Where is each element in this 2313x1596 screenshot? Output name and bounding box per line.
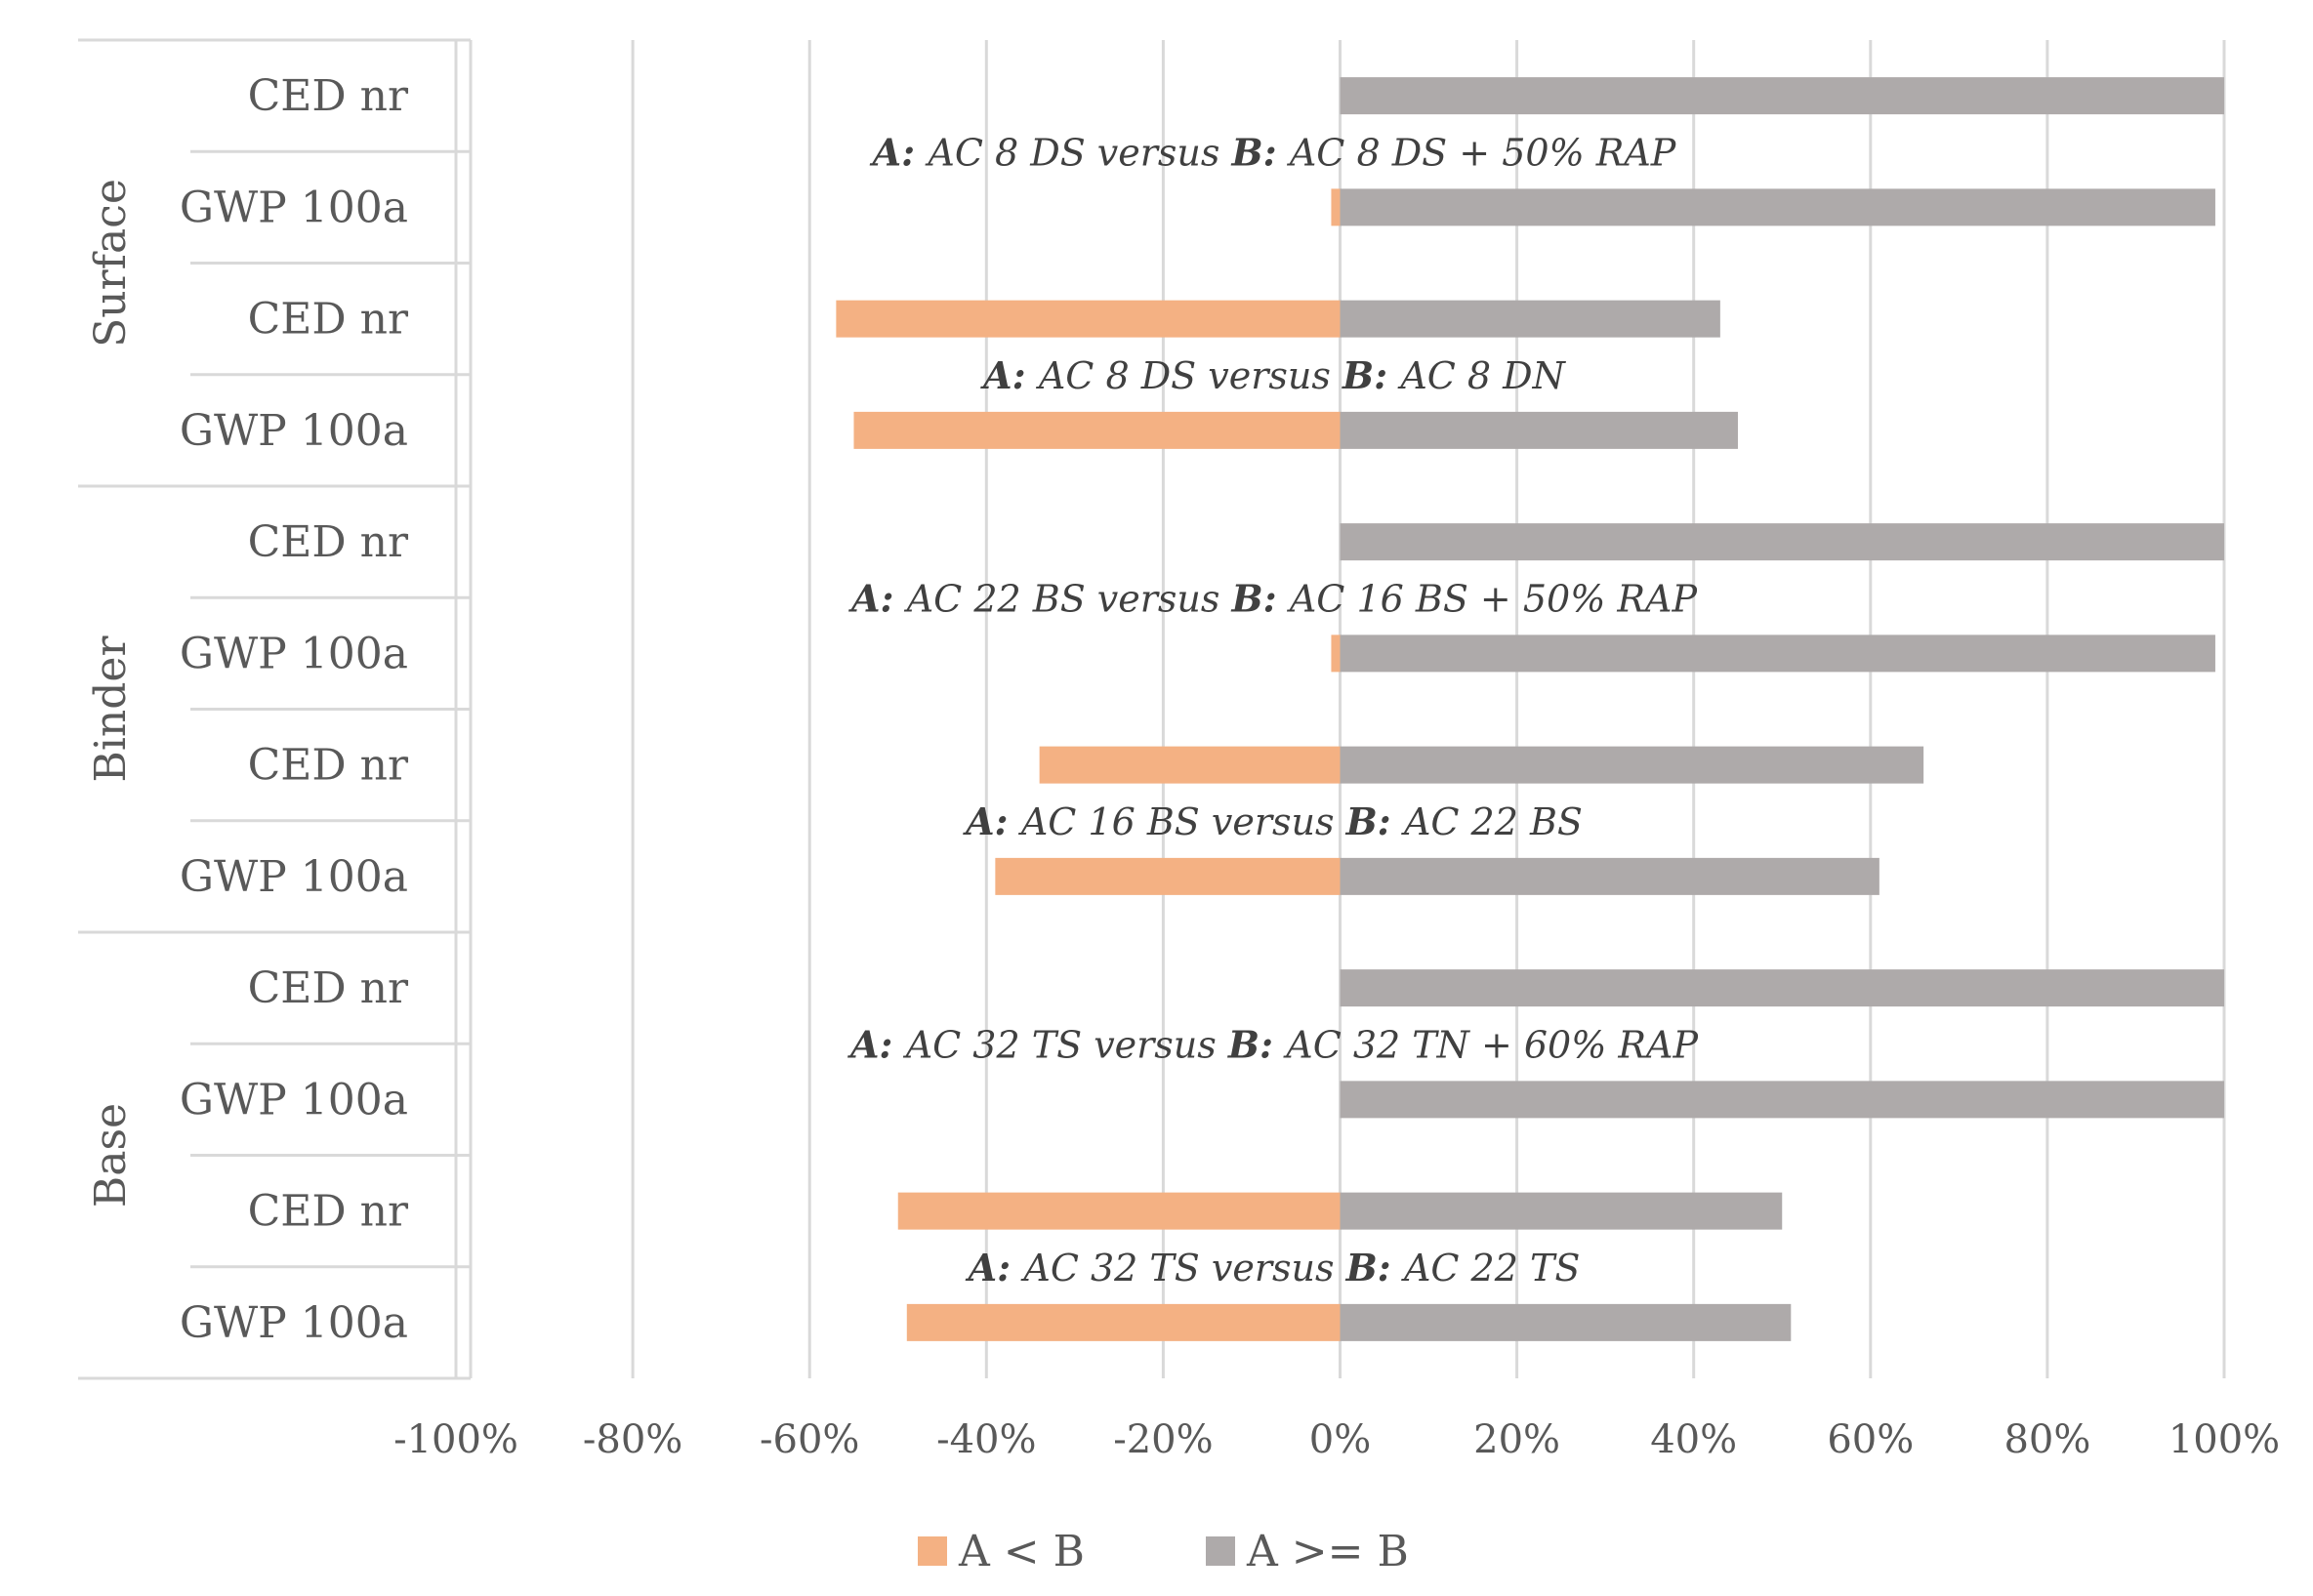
x-tick-label: -40% [936, 1417, 1036, 1462]
legend-label: A >= B [1246, 1527, 1409, 1576]
category-label: GWP 100a [180, 1298, 408, 1348]
x-tick-label: -80% [583, 1417, 682, 1462]
comparison-annotation: A: AC 32 TS versus B: AC 22 TS [966, 1246, 1581, 1289]
category-label: GWP 100a [180, 183, 408, 232]
comparison-annotation: A: AC 22 BS versus B: AC 16 BS + 50% RAP [848, 576, 1698, 620]
legend-swatch [1206, 1536, 1235, 1566]
category-label: CED nr [248, 517, 409, 567]
bar-a-less-b [836, 300, 1341, 338]
bar-a-less-b [897, 1192, 1341, 1230]
x-axis-ticks: -100% -80% -60% -40% -20% 0% 20% 40% 60% 80% 100% [393, 1417, 2280, 1462]
category-label: GWP 100a [180, 1075, 408, 1125]
legend-label: A < B [958, 1527, 1085, 1576]
category-label: GWP 100a [180, 406, 408, 456]
comparison-annotation: A: AC 8 DS versus B: AC 8 DS + 50% RAP [870, 130, 1677, 174]
annotations: A: AC 8 DS versus B: AC 8 DS + 50% RAP A:… [847, 130, 1700, 1289]
bar-a-less-b [1039, 746, 1341, 784]
x-tick-label: 20% [1473, 1417, 1560, 1462]
bar-a-less-b [1331, 634, 1341, 673]
bar-a-less-b [1331, 188, 1341, 226]
bar-a-geq-b [1340, 634, 2215, 673]
bar-a-geq-b [1340, 1192, 1783, 1230]
bar-a-less-b [853, 411, 1341, 449]
bar-a-geq-b [1340, 969, 2224, 1007]
x-tick-label: 80% [2003, 1417, 2090, 1462]
bar-a-geq-b [1340, 188, 2215, 226]
group-label: Surface [86, 179, 136, 348]
x-tick-label: -100% [393, 1417, 518, 1462]
x-tick-label: 0% [1309, 1417, 1371, 1462]
gridlines [454, 40, 2226, 1378]
group-label: Binder [86, 635, 136, 783]
legend: A < B A >= B [918, 1527, 1409, 1576]
category-label: GWP 100a [180, 629, 408, 678]
group-label: Base [86, 1103, 136, 1207]
category-label: GWP 100a [180, 852, 408, 902]
bar-a-geq-b [1340, 77, 2224, 115]
category-axis: CED nr GWP 100a CED nr GWP 100a CED nr GWP 10… [78, 38, 473, 1380]
comparison-annotation: A: AC 8 DS versus B: AC 8 DN [980, 353, 1567, 397]
category-label: CED nr [248, 741, 409, 791]
bars [836, 77, 2224, 1341]
bar-a-geq-b [1340, 1303, 1792, 1341]
legend-swatch [918, 1536, 947, 1566]
x-tick-label: 100% [2168, 1417, 2280, 1462]
comparison-annotation: A: AC 16 BS versus B: AC 22 BS [963, 799, 1583, 843]
bar-a-geq-b [1340, 857, 1879, 895]
bar-a-geq-b [1340, 523, 2224, 561]
x-tick-label: 40% [1650, 1417, 1737, 1462]
category-label: CED nr [248, 295, 409, 345]
category-label: CED nr [248, 963, 409, 1013]
category-label: CED nr [248, 1187, 409, 1237]
bar-a-geq-b [1340, 411, 1738, 449]
x-tick-label: -20% [1113, 1417, 1213, 1462]
comparison-annotation: A: AC 32 TS versus B: AC 32 TN + 60% RAP [847, 1022, 1700, 1066]
bar-a-less-b [906, 1303, 1341, 1341]
x-tick-label: -60% [760, 1417, 859, 1462]
bar-a-geq-b [1340, 746, 1924, 784]
x-tick-label: 60% [1827, 1417, 1914, 1462]
bar-a-geq-b [1340, 1081, 2224, 1119]
bar-a-less-b [995, 857, 1341, 895]
category-label: CED nr [248, 71, 409, 121]
bar-a-geq-b [1340, 300, 1720, 338]
